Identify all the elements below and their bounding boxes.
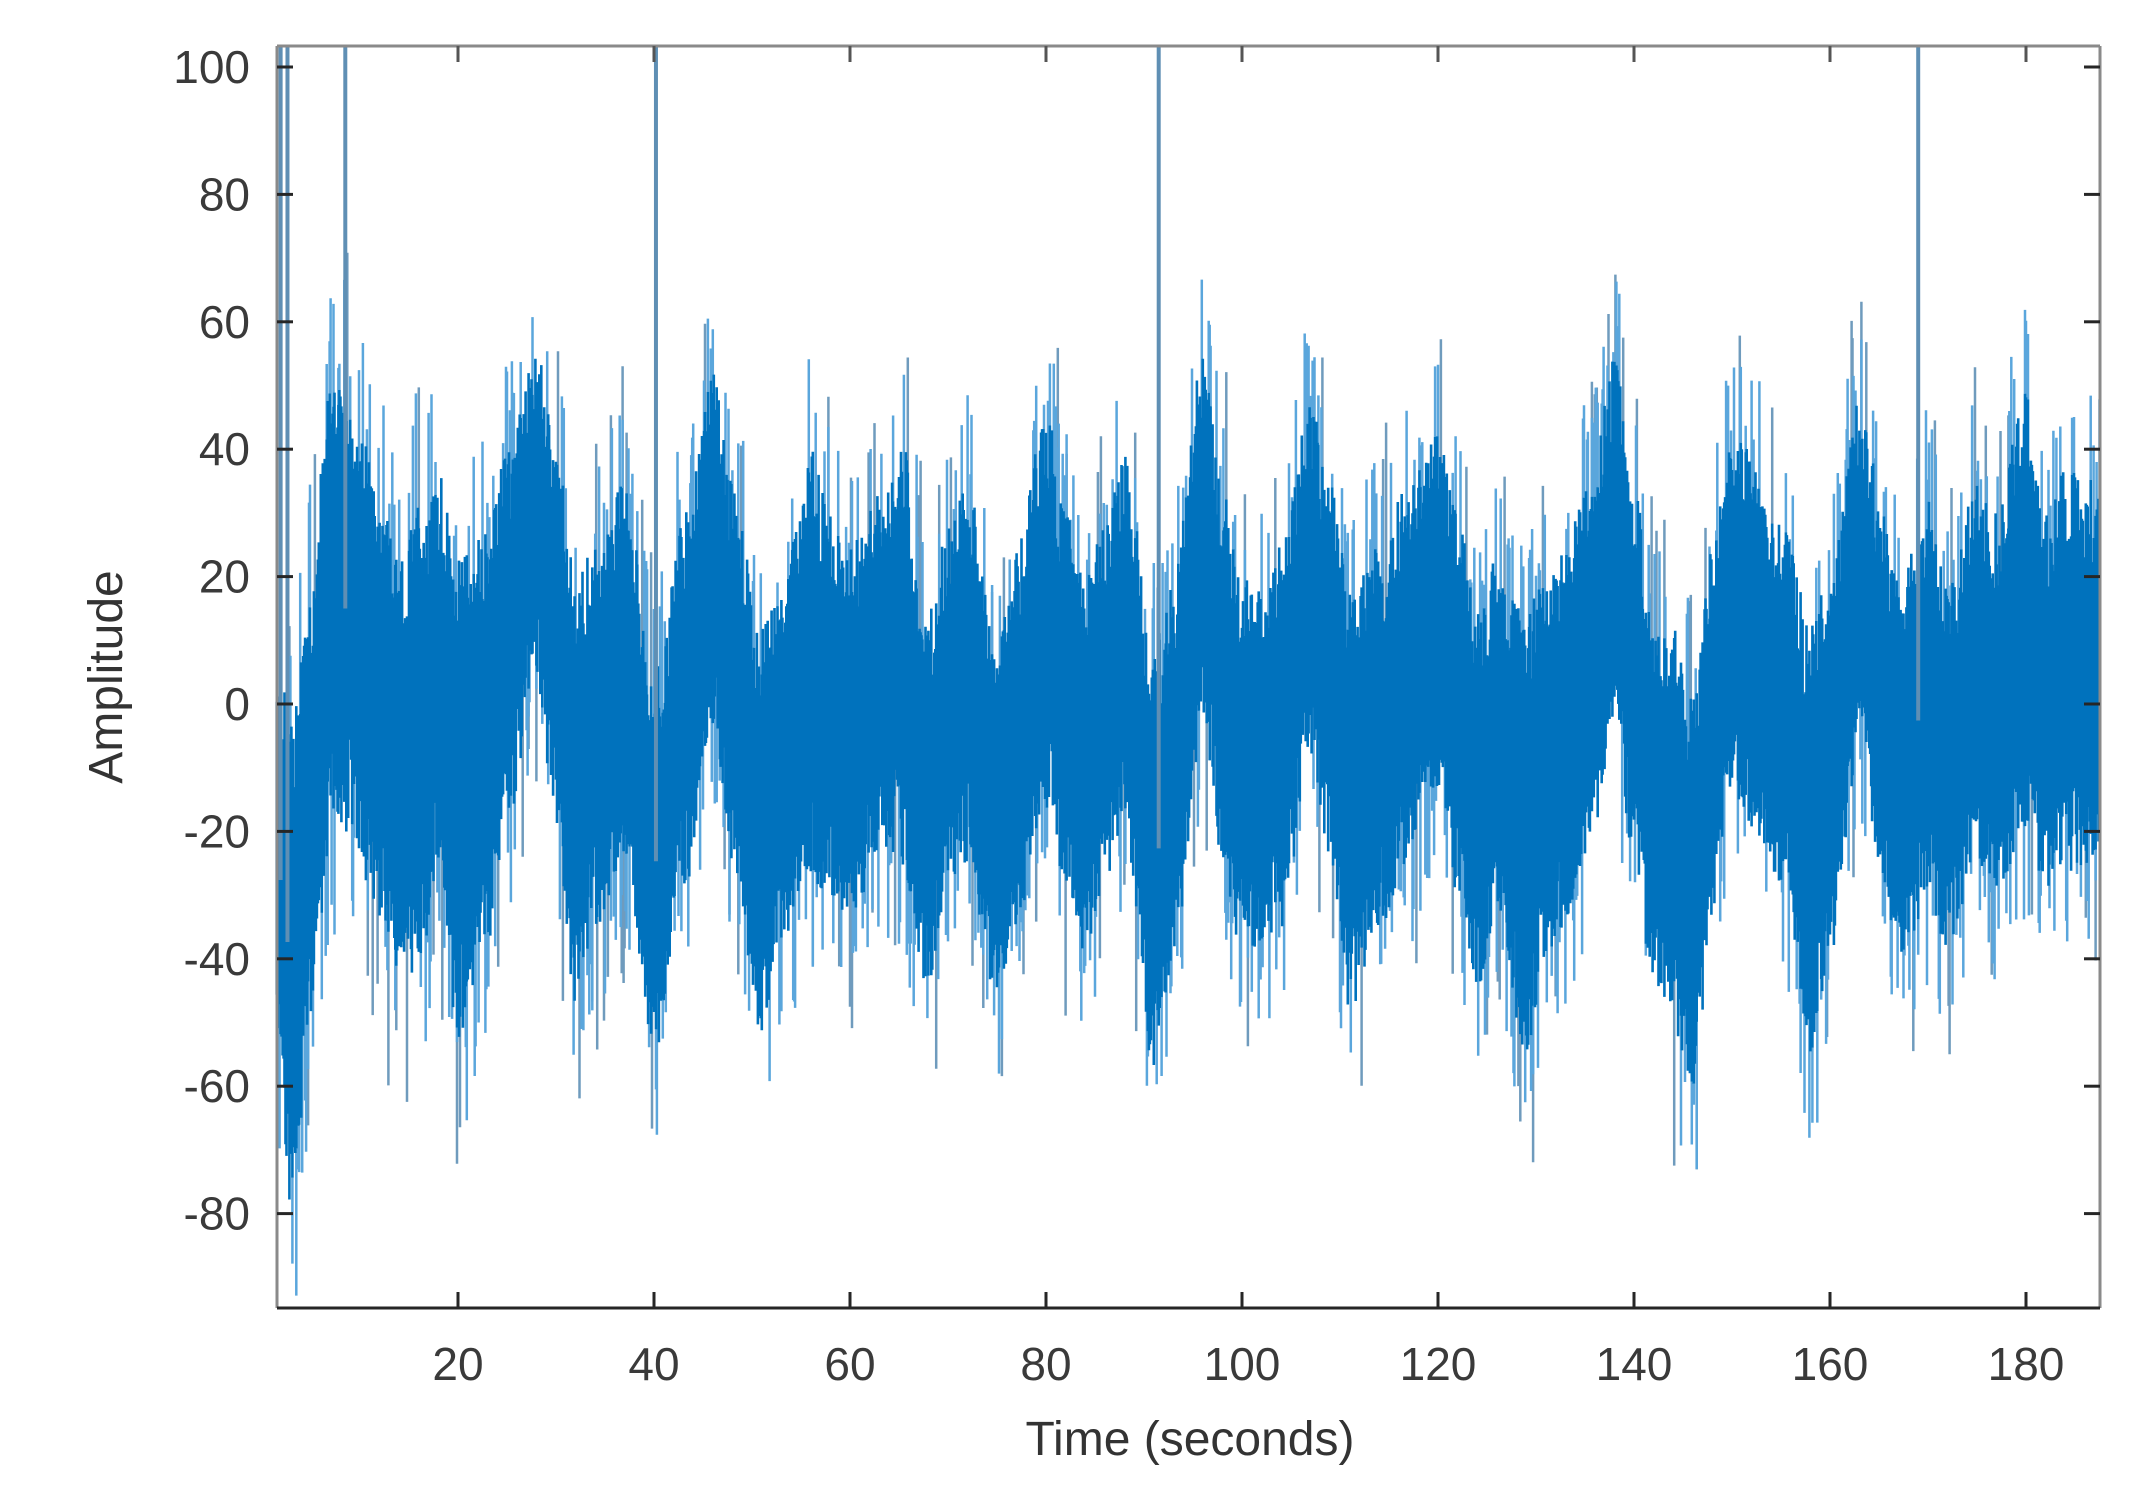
y-axis-title: Amplitude (80, 570, 133, 783)
x-tick-label: 60 (824, 1338, 875, 1390)
x-axis-ticks: 20 40 60 80 100 120 140 160 180 (432, 46, 2064, 1390)
y-tick-label: 0 (224, 678, 250, 730)
y-tick-label: -20 (184, 805, 250, 857)
y-tick-label: 40 (199, 423, 250, 475)
plot-area (275, 46, 2101, 1308)
x-tick-label: 40 (628, 1338, 679, 1390)
x-tick-label: 120 (1400, 1338, 1477, 1390)
y-tick-label: 60 (199, 296, 250, 348)
y-tick-label: 20 (199, 551, 250, 603)
signal-trace (275, 252, 2101, 1296)
y-tick-label: -40 (184, 933, 250, 985)
x-tick-label: 80 (1020, 1338, 1071, 1390)
x-tick-label: 100 (1204, 1338, 1281, 1390)
y-tick-label: -60 (184, 1060, 250, 1112)
y-tick-label: 100 (173, 41, 250, 93)
x-tick-label: 180 (1988, 1338, 2065, 1390)
y-axis-ticks: 100 80 60 40 20 0 -20 -40 -60 -80 (173, 41, 2100, 1240)
axes-frame (275, 44, 2102, 1310)
y-tick-label: -80 (184, 1188, 250, 1240)
y-tick-label: 80 (199, 168, 250, 220)
x-tick-label: 20 (432, 1338, 483, 1390)
x-tick-label: 140 (1596, 1338, 1673, 1390)
x-tick-label: 160 (1792, 1338, 1869, 1390)
x-axis-title: Time (seconds) (1026, 1413, 1355, 1466)
